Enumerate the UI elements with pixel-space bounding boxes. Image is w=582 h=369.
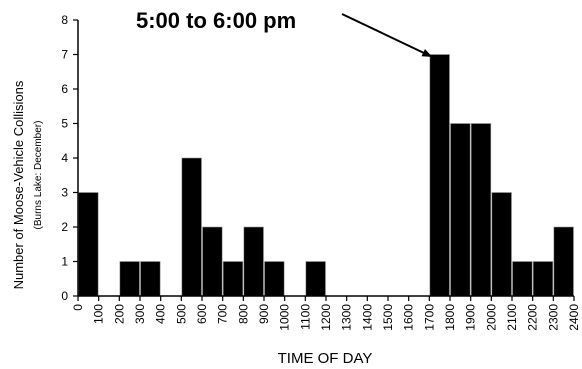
y-tick-label: 2: [61, 220, 68, 234]
bar-2300: [553, 226, 574, 297]
x-tick-label: 700: [216, 304, 230, 324]
y-tick-label: 0: [61, 289, 68, 303]
bar-1900: [470, 123, 492, 297]
bar-600: [202, 226, 223, 297]
x-tick-label: 600: [195, 304, 209, 324]
y-tick-label: 1: [61, 255, 68, 269]
bar-2000: [491, 192, 512, 297]
x-tick-label: 100: [92, 304, 106, 324]
bar-200: [119, 261, 140, 297]
annotation-text: 5:00 to 6:00 pm: [136, 8, 296, 33]
x-tick-label: 1600: [402, 304, 416, 331]
bar-2100: [512, 261, 533, 297]
x-tick-label: 2400: [567, 304, 581, 331]
x-tick-label: 2000: [484, 304, 498, 331]
bar-900: [264, 261, 285, 297]
bar-700: [222, 261, 244, 297]
y-ticks-group: 0 1 2 3 4 5 6 7 8: [61, 13, 78, 303]
x-tick-label: 1200: [319, 304, 333, 331]
bars-group: [78, 54, 574, 297]
y-axis-label: Number of Moose-Vehicle Collisions: [11, 80, 26, 289]
bar-500: [181, 157, 202, 297]
x-ticks-group: 0 100 200 300 400 500 600 700 800 900 1000 1100 1200…: [71, 296, 581, 331]
x-tick-label: 2100: [505, 304, 519, 331]
x-axis-label: TIME OF DAY: [278, 350, 373, 367]
bar-800: [243, 226, 264, 297]
bar-1800: [450, 123, 471, 297]
bar-0: [78, 192, 99, 297]
x-tick-label: 1800: [443, 304, 457, 331]
x-tick-label: 500: [174, 304, 188, 324]
bar-1100: [305, 261, 326, 297]
annotation-arrow: [341, 13, 433, 58]
x-tick-label: 300: [133, 304, 147, 324]
bar-2200: [532, 261, 554, 297]
y-tick-label: 5: [61, 117, 68, 131]
bar-1700: [429, 54, 450, 297]
y-tick-label: 3: [61, 186, 68, 200]
x-tick-label: 2200: [526, 304, 540, 331]
x-tick-label: 2300: [546, 304, 560, 331]
x-tick-label: 1000: [278, 304, 292, 331]
x-tick-label: 1300: [340, 304, 354, 331]
x-tick-label: 1100: [298, 304, 312, 330]
x-tick-label: 900: [257, 304, 271, 324]
bar-300: [140, 261, 161, 297]
y-tick-label: 4: [61, 151, 68, 165]
y-tick-label: 7: [61, 48, 68, 62]
x-tick-label: 1700: [422, 304, 436, 331]
x-tick-label: 1400: [360, 304, 374, 331]
y-tick-label: 6: [61, 82, 68, 96]
x-tick-label: 800: [236, 304, 250, 324]
x-tick-label: 1900: [464, 304, 478, 331]
y-tick-label: 8: [61, 13, 68, 27]
x-tick-label: 200: [112, 304, 126, 324]
x-tick-label: 1500: [381, 304, 395, 331]
x-tick-label: 0: [71, 304, 85, 311]
x-tick-label: 400: [154, 304, 168, 324]
y-axis-sublabel: (Burns Lake: December): [33, 121, 44, 230]
